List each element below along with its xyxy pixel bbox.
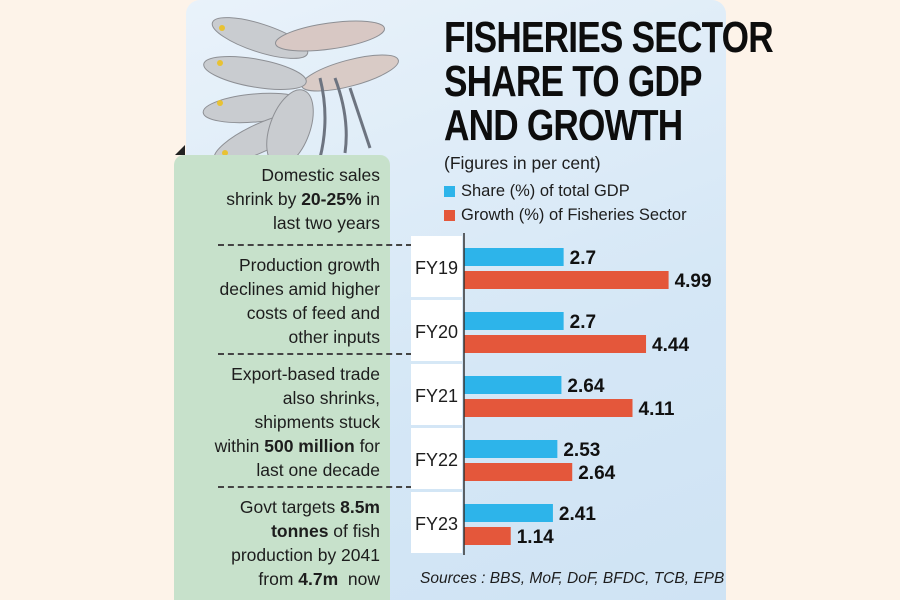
bar-growth bbox=[464, 399, 633, 417]
bar-share bbox=[464, 376, 562, 394]
category-label-box bbox=[411, 300, 462, 361]
title-line: AND GROWTH bbox=[444, 101, 683, 150]
note-production-growth: Production growth declines amid higher cos… bbox=[219, 255, 380, 347]
title-line: FISHERIES SECTOR bbox=[444, 13, 774, 62]
chart-title: FISHERIES SECTOR SHARE TO GDP AND GROWTH bbox=[444, 13, 774, 150]
legend-swatch-share bbox=[444, 186, 455, 197]
category-label: FY23 bbox=[415, 514, 458, 534]
data-label: 2.7 bbox=[570, 248, 596, 269]
bar-share bbox=[464, 248, 564, 266]
category-label-box bbox=[411, 236, 462, 297]
divider bbox=[218, 353, 412, 355]
bar-growth bbox=[464, 271, 669, 289]
bar-share bbox=[464, 312, 564, 330]
bar-growth bbox=[464, 335, 647, 353]
divider bbox=[218, 486, 412, 488]
note-domestic-sales: Domestic sales shrink by 20-25% in last … bbox=[226, 165, 380, 233]
category-label: FY20 bbox=[415, 322, 458, 342]
category-label-box bbox=[411, 364, 462, 425]
legend-share: Share (%) of total GDP bbox=[444, 182, 630, 201]
bar-share bbox=[464, 504, 553, 522]
category-label: FY21 bbox=[415, 386, 458, 406]
sources-note: Sources : BBS, MoF, DoF, BFDC, TCB, EPB bbox=[420, 570, 725, 587]
bar-chart: FY19 2.7 4.99 FY20 2.7 4.44 FY21 2.64 4.11 FY22 2.… bbox=[411, 233, 712, 555]
bar-share bbox=[464, 440, 558, 458]
legend-swatch-growth bbox=[444, 210, 455, 221]
fish-photo-icon bbox=[202, 17, 399, 167]
bar-growth bbox=[464, 463, 573, 481]
data-label: 1.14 bbox=[517, 527, 554, 548]
notes-panel: Domestic sales shrink by 20-25% in last … bbox=[174, 155, 412, 600]
data-label: 2.7 bbox=[570, 312, 596, 333]
legend-growth: Growth (%) of Fisheries Sector bbox=[444, 206, 687, 225]
category-label-box bbox=[411, 492, 462, 553]
category-label: FY22 bbox=[415, 450, 458, 470]
bar-growth bbox=[464, 527, 511, 545]
note-govt-targets: Govt targets 8.5m tonnes of fish product… bbox=[231, 497, 380, 589]
data-label: 2.41 bbox=[559, 504, 596, 525]
data-label: 2.53 bbox=[563, 440, 600, 461]
legend-label-share: Share (%) of total GDP bbox=[461, 182, 630, 200]
title-line: SHARE TO GDP bbox=[444, 57, 703, 106]
data-label: 4.11 bbox=[639, 399, 675, 420]
corner-mark bbox=[175, 145, 185, 155]
data-label: 2.64 bbox=[567, 376, 604, 397]
data-label: 4.99 bbox=[675, 271, 712, 292]
legend-label-growth: Growth (%) of Fisheries Sector bbox=[461, 206, 687, 224]
divider bbox=[218, 244, 412, 246]
category-label: FY19 bbox=[415, 258, 458, 278]
data-label: 2.64 bbox=[578, 463, 615, 484]
note-export-trade: Export-based trade also shrinks, shipments… bbox=[214, 364, 380, 480]
data-label: 4.44 bbox=[652, 335, 689, 356]
chart-subtitle: (Figures in per cent) bbox=[444, 153, 601, 173]
category-label-box bbox=[411, 428, 462, 489]
